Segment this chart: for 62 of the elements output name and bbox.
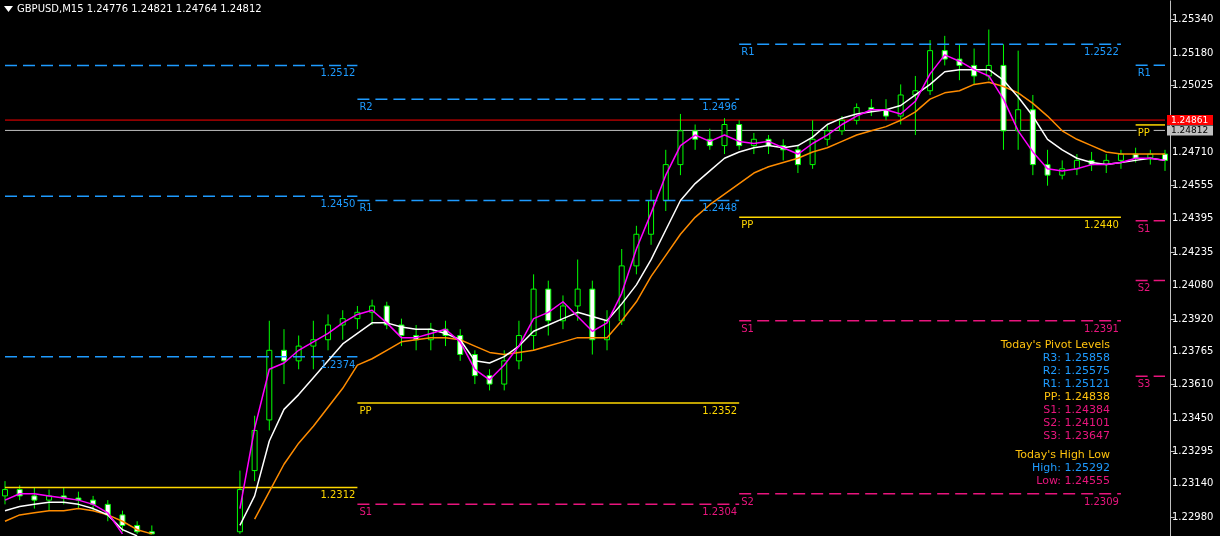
data-label: 1.2352	[702, 405, 738, 417]
series-label: S1	[741, 322, 754, 334]
y-tick-label: 1.23920	[1172, 312, 1214, 324]
data-label: 1.2309	[1083, 495, 1119, 507]
y-tick-label: 1.23450	[1172, 411, 1214, 423]
data-label: 1.2304	[702, 506, 738, 518]
y-tick-label: 1.24235	[1172, 246, 1214, 258]
y-tick-label: 1.22980	[1172, 511, 1214, 523]
candlestick	[721, 117, 728, 155]
annotation: R3: 1.25858	[1042, 351, 1110, 364]
series-label: R2	[359, 101, 373, 113]
y-tick-label: 1.24710	[1172, 145, 1214, 157]
y-tick-label: 1.25340	[1172, 12, 1214, 24]
y-tick-label: 1.24555	[1172, 178, 1214, 190]
data-label: 1.2312	[320, 489, 356, 501]
y-tick-label: 1.23765	[1172, 345, 1214, 357]
annotation: PP: 1.24838	[1044, 390, 1110, 403]
candlestick	[1015, 50, 1022, 151]
series-label: S1	[1137, 222, 1151, 234]
candlestick	[574, 259, 581, 322]
y-tick-label: 1.24395	[1172, 212, 1214, 224]
data-label: 1.2450	[320, 198, 356, 210]
annotation: R2: 1.25575	[1042, 364, 1110, 377]
series-label: PP	[359, 405, 372, 417]
y-tick-label: 1.24080	[1172, 278, 1214, 290]
annotation: Today's High Low	[1014, 448, 1110, 461]
data-label: 1.2512	[320, 67, 356, 79]
data-label: 1.2496	[702, 101, 738, 113]
series-label: S2	[741, 495, 754, 507]
annotation: High: 1.25292	[1032, 461, 1110, 474]
annotation: R1: 1.25121	[1042, 377, 1110, 390]
series-label: PP	[1137, 126, 1150, 138]
y-tick-label: 1.25025	[1172, 79, 1214, 91]
data-label: 1.2522	[1083, 46, 1119, 58]
annotation: Low: 1.24555	[1036, 474, 1110, 487]
candlestick	[501, 349, 508, 391]
annotation: S3: 1.23647	[1043, 429, 1110, 442]
y-tick-label: 1.23295	[1172, 444, 1214, 456]
chart-title: GBPUSD,M15 1.24776 1.24821 1.24764 1.24812	[17, 3, 262, 14]
series-label: R1	[741, 46, 755, 58]
candlestick	[912, 75, 919, 136]
y-tick-label: 1.23140	[1172, 477, 1214, 489]
ref-line-label: 1.24812	[1171, 125, 1209, 136]
series-label: S2	[1137, 282, 1151, 294]
series-label: R1	[1137, 67, 1151, 79]
candlestick	[398, 318, 405, 347]
candlestick	[559, 294, 566, 330]
candlestick	[383, 301, 390, 330]
series-label: R1	[359, 202, 373, 214]
y-tick-label: 1.25180	[1172, 46, 1214, 58]
series-label: S3	[1137, 378, 1151, 390]
ref-line-label: 1.24861	[1171, 115, 1209, 126]
candlestick	[736, 119, 743, 151]
data-label: 1.2440	[1083, 219, 1119, 231]
data-label: 1.2391	[1083, 322, 1119, 334]
annotation: S2: 1.24101	[1043, 416, 1110, 429]
series-label: S1	[359, 506, 373, 518]
annotation: S1: 1.24384	[1043, 403, 1110, 416]
series-label: PP	[741, 219, 754, 231]
candlestick	[280, 328, 287, 385]
y-tick-label: 1.23610	[1172, 378, 1214, 390]
annotation: Today's Pivot Levels	[999, 338, 1111, 351]
